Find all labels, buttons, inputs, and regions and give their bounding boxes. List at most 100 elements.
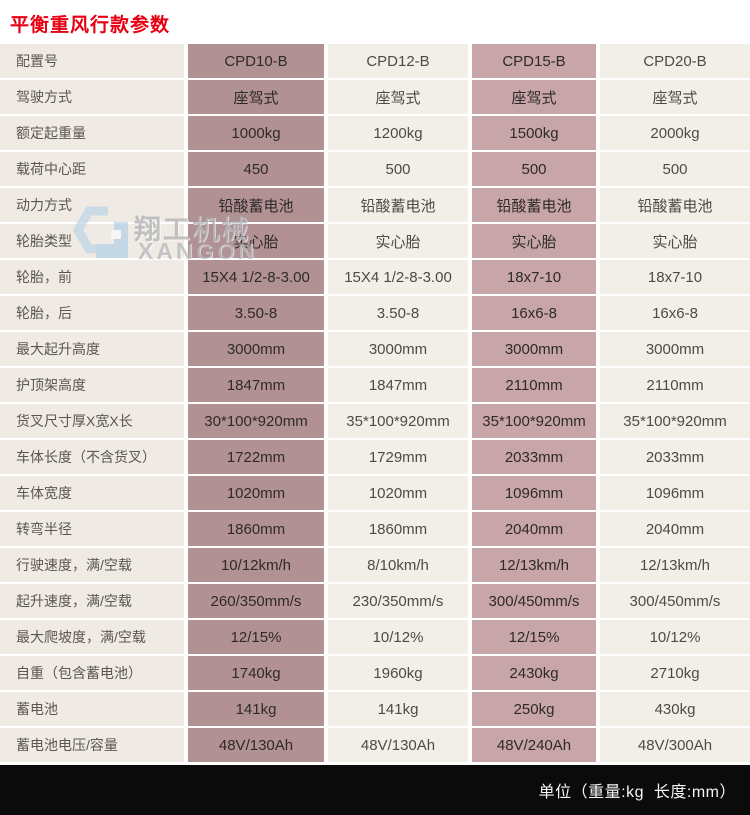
spec-value: 430kg (600, 692, 750, 726)
spec-value: 260/350mm/s (188, 584, 324, 618)
table-row: 起升速度，满/空载 260/350mm/s 230/350mm/s 300/450mm… (0, 584, 750, 618)
spec-value: 1096mm (472, 476, 596, 510)
spec-value: 2710kg (600, 656, 750, 690)
spec-label: 车体宽度 (0, 476, 184, 510)
spec-value: 1722mm (188, 440, 324, 474)
spec-value: 10/12% (328, 620, 468, 654)
spec-value: 48V/130Ah (328, 728, 468, 762)
spec-value: 3000mm (600, 332, 750, 366)
spec-label: 动力方式 (0, 188, 184, 222)
spec-value: 12/13km/h (600, 548, 750, 582)
spec-value: 2430kg (472, 656, 596, 690)
spec-value: 15X4 1/2-8-3.00 (188, 260, 324, 294)
spec-value: 35*100*920mm (600, 404, 750, 438)
spec-value: 18x7-10 (472, 260, 596, 294)
table-row: 动力方式 铅酸蓄电池 铅酸蓄电池 铅酸蓄电池 铅酸蓄电池 (0, 188, 750, 222)
spec-value: 铅酸蓄电池 (472, 188, 596, 222)
table-row: 轮胎，后 3.50-8 3.50-8 16x6-8 16x6-8 (0, 296, 750, 330)
spec-label: 蓄电池电压/容量 (0, 728, 184, 762)
spec-value: 2033mm (472, 440, 596, 474)
units-note: 单位（重量:kg 长度:mm） (538, 784, 736, 801)
table-row: 最大爬坡度，满/空载 12/15% 10/12% 12/15% 10/12% (0, 620, 750, 654)
spec-value: 1847mm (188, 368, 324, 402)
table-row: 额定起重量 1000kg 1200kg 1500kg 2000kg (0, 116, 750, 150)
table-row: 载荷中心距 450 500 500 500 (0, 152, 750, 186)
spec-value: 2110mm (600, 368, 750, 402)
spec-value: 500 (600, 152, 750, 186)
spec-label: 货叉尺寸厚X宽X长 (0, 404, 184, 438)
spec-value: 48V/300Ah (600, 728, 750, 762)
spec-value: 1860mm (328, 512, 468, 546)
model-name: CPD15-B (472, 44, 596, 78)
spec-value: 1729mm (328, 440, 468, 474)
spec-label: 行驶速度，满/空载 (0, 548, 184, 582)
spec-value: 16x6-8 (472, 296, 596, 330)
spec-value: 实心胎 (600, 224, 750, 258)
table-row: 驾驶方式 座驾式 座驾式 座驾式 座驾式 (0, 80, 750, 114)
footer-bar: 单位（重量:kg 长度:mm） (0, 765, 750, 815)
spec-label: 轮胎类型 (0, 224, 184, 258)
spec-label: 车体长度（不含货叉） (0, 440, 184, 474)
spec-label: 护顶架高度 (0, 368, 184, 402)
table-row: 自重（包含蓄电池） 1740kg 1960kg 2430kg 2710kg (0, 656, 750, 690)
spec-value: 1500kg (472, 116, 596, 150)
spec-value: 座驾式 (600, 80, 750, 114)
spec-value: 2000kg (600, 116, 750, 150)
spec-value: 15X4 1/2-8-3.00 (328, 260, 468, 294)
spec-value: 35*100*920mm (328, 404, 468, 438)
model-name: CPD12-B (328, 44, 468, 78)
spec-value: 10/12% (600, 620, 750, 654)
spec-value: 16x6-8 (600, 296, 750, 330)
spec-label: 轮胎，后 (0, 296, 184, 330)
spec-value: 18x7-10 (600, 260, 750, 294)
spec-label: 最大爬坡度，满/空载 (0, 620, 184, 654)
spec-value: 3.50-8 (328, 296, 468, 330)
spec-label: 转弯半径 (0, 512, 184, 546)
spec-value: 1096mm (600, 476, 750, 510)
table-row: 车体宽度 1020mm 1020mm 1096mm 1096mm (0, 476, 750, 510)
spec-value: 141kg (328, 692, 468, 726)
spec-label: 蓄电池 (0, 692, 184, 726)
spec-value: 1200kg (328, 116, 468, 150)
table-row: 轮胎，前 15X4 1/2-8-3.00 15X4 1/2-8-3.00 18x7-1… (0, 260, 750, 294)
spec-value: 10/12km/h (188, 548, 324, 582)
table-row: 蓄电池 141kg 141kg 250kg 430kg (0, 692, 750, 726)
spec-label: 载荷中心距 (0, 152, 184, 186)
spec-value: 3.50-8 (188, 296, 324, 330)
model-name: CPD10-B (188, 44, 324, 78)
table-row: 车体长度（不含货叉） 1722mm 1729mm 2033mm 2033mm (0, 440, 750, 474)
spec-value: 3000mm (188, 332, 324, 366)
spec-value: 实心胎 (328, 224, 468, 258)
spec-value: 250kg (472, 692, 596, 726)
spec-value: 3000mm (328, 332, 468, 366)
spec-value: 3000mm (472, 332, 596, 366)
spec-value: 2033mm (600, 440, 750, 474)
table-row: 行驶速度，满/空载 10/12km/h 8/10km/h 12/13km/h 12/13… (0, 548, 750, 582)
spec-value: 实心胎 (472, 224, 596, 258)
spec-value: 230/350mm/s (328, 584, 468, 618)
spec-value: 1740kg (188, 656, 324, 690)
spec-value: 48V/240Ah (472, 728, 596, 762)
model-name: CPD20-B (600, 44, 750, 78)
spec-table: 配置号 CPD10-B CPD12-B CPD15-B CPD20-B 驾驶方式 座驾式 座驾… (0, 44, 750, 764)
spec-value: 300/450mm/s (472, 584, 596, 618)
spec-label: 自重（包含蓄电池） (0, 656, 184, 690)
spec-value: 铅酸蓄电池 (600, 188, 750, 222)
spec-value: 2040mm (600, 512, 750, 546)
spec-value: 1847mm (328, 368, 468, 402)
spec-value: 1020mm (188, 476, 324, 510)
spec-label: 最大起升高度 (0, 332, 184, 366)
table-row: 轮胎类型 实心胎 实心胎 实心胎 实心胎 (0, 224, 750, 258)
spec-value: 12/13km/h (472, 548, 596, 582)
spec-value: 2110mm (472, 368, 596, 402)
table-row: 最大起升高度 3000mm 3000mm 3000mm 3000mm (0, 332, 750, 366)
spec-value: 300/450mm/s (600, 584, 750, 618)
spec-label: 驾驶方式 (0, 80, 184, 114)
spec-value: 2040mm (472, 512, 596, 546)
spec-value: 35*100*920mm (472, 404, 596, 438)
table-row: 货叉尺寸厚X宽X长 30*100*920mm 35*100*920mm 35*100*… (0, 404, 750, 438)
spec-value: 141kg (188, 692, 324, 726)
spec-value: 铅酸蓄电池 (188, 188, 324, 222)
spec-value: 1860mm (188, 512, 324, 546)
